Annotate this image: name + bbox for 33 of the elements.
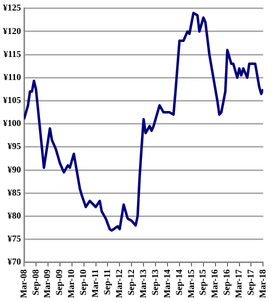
x-tick-label: Mar-08 — [18, 268, 28, 298]
y-tick-label: ¥100 — [3, 118, 22, 128]
x-tick-label: Mar-09 — [42, 268, 52, 298]
x-tick-label: Mar-11 — [90, 268, 100, 298]
y-tick-label: ¥85 — [8, 187, 22, 198]
y-tick-label: ¥105 — [3, 95, 22, 106]
x-tick-label: Sep-13 — [150, 268, 160, 296]
y-tick-label: ¥95 — [8, 141, 22, 152]
x-tick-label: Sep-10 — [78, 268, 88, 296]
x-tick-label: Mar-17 — [234, 268, 244, 298]
x-tick-label: Sep-14 — [174, 268, 184, 296]
y-tick-label: ¥70 — [8, 256, 22, 267]
x-tick-label: Mar-15 — [186, 268, 196, 298]
y-tick-label: ¥115 — [3, 48, 22, 59]
x-tick-label: Sep-15 — [198, 268, 208, 296]
x-tick-label: Sep-16 — [222, 268, 232, 296]
x-tick-label: Mar-12 — [114, 268, 124, 298]
y-tick-label: ¥120 — [3, 26, 22, 36]
y-tick-label: ¥75 — [8, 234, 22, 244]
x-tick-label: Sep-12 — [126, 268, 136, 296]
y-tick-label: ¥110 — [3, 72, 22, 82]
y-tick-label: ¥80 — [8, 210, 22, 221]
x-tick-label: Mar-10 — [66, 268, 76, 298]
x-tick-label: Sep-08 — [30, 268, 40, 296]
x-tick-label: Mar-18 — [258, 268, 268, 298]
y-tick-label: ¥125 — [3, 2, 22, 13]
x-tick-label: Mar-14 — [162, 268, 172, 298]
x-tick-label: Mar-16 — [210, 268, 220, 298]
y-tick-label: ¥90 — [8, 164, 22, 174]
x-tick-label: Mar-13 — [138, 268, 148, 298]
x-tick-label: Sep-17 — [246, 268, 256, 296]
x-tick-label: Sep-09 — [54, 268, 64, 296]
x-tick-label: Sep-11 — [102, 268, 112, 295]
